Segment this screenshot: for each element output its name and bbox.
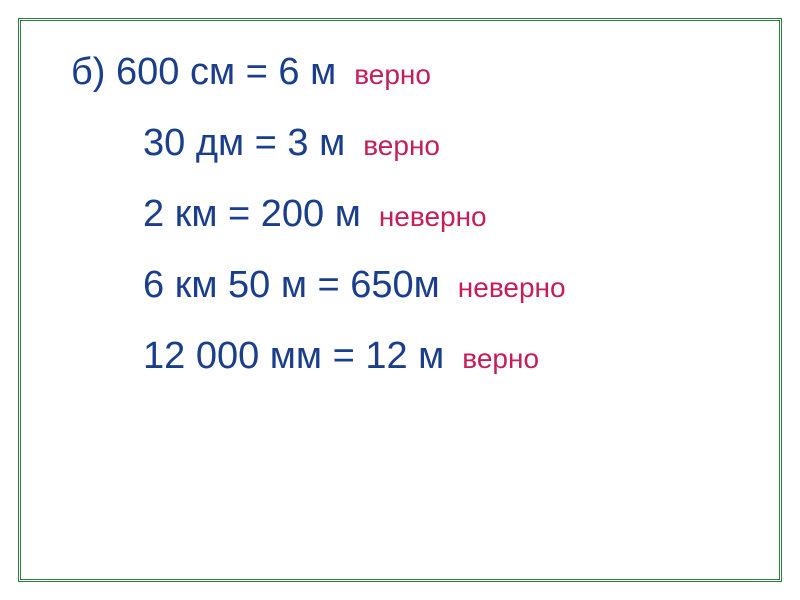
equation-value: 30 дм = 3 м <box>143 122 345 164</box>
verdict-text: верно <box>354 59 431 91</box>
equation-text: 30 дм = 3 м <box>143 122 345 165</box>
content-frame: б) 600 см = 6 м верно 30 дм = 3 м верно … <box>18 18 782 582</box>
verdict-text: неверно <box>458 272 566 304</box>
equation-value: 600 см = 6 м <box>116 51 336 93</box>
conversion-row: 12 000 мм = 12 м верно <box>71 335 749 378</box>
row-prefix: б) <box>71 51 116 93</box>
equation-text: 12 000 мм = 12 м <box>143 335 444 378</box>
equation-value: 6 км 50 м = 650м <box>143 264 440 306</box>
conversion-row: 30 дм = 3 м верно <box>71 122 749 165</box>
equation-value: 2 км = 200 м <box>143 193 361 235</box>
conversion-row: 2 км = 200 м неверно <box>71 193 749 236</box>
verdict-text: верно <box>462 343 539 375</box>
equation-text: б) 600 см = 6 м <box>71 51 336 94</box>
verdict-text: неверно <box>379 201 487 233</box>
conversion-row: 6 км 50 м = 650м неверно <box>71 264 749 307</box>
equation-text: 2 км = 200 м <box>143 193 361 236</box>
equation-text: 6 км 50 м = 650м <box>143 264 440 307</box>
conversion-row: б) 600 см = 6 м верно <box>71 51 749 94</box>
verdict-text: верно <box>363 130 440 162</box>
equation-value: 12 000 мм = 12 м <box>143 335 444 377</box>
